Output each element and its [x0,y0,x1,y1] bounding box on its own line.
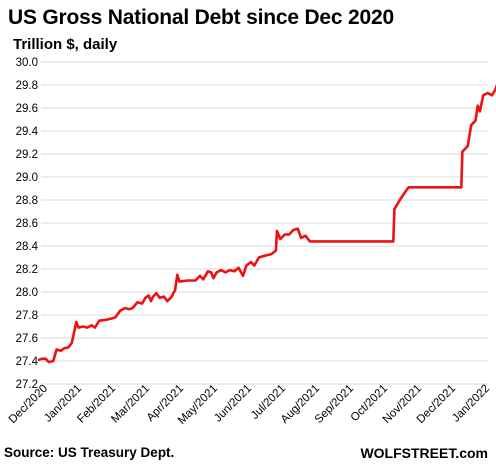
debt-series-line [37,84,496,364]
plot-area [37,84,496,364]
source-note: Source: US Treasury Dept. [4,445,175,460]
y-tick-label: 27.6 [16,333,38,345]
x-axis: Dec/2020Jan/2021Feb/2021Mar/2021Apr/2021… [7,383,492,427]
y-tick-label: 29.8 [16,80,38,92]
y-tick-label: 29.4 [16,126,39,138]
y-tick-label: 28.8 [16,195,38,207]
grid-lines [41,61,488,385]
y-tick-label: 28.0 [16,287,38,299]
y-tick-label: 29.0 [16,172,38,184]
x-tick-label: Jan/2022 [450,383,492,425]
chart-subtitle: Trillion $, daily [13,36,118,53]
chart-title: US Gross National Debt since Dec 2020 [8,6,394,29]
x-tick-label: Jun/2021 [212,383,254,425]
y-tick-label: 30.0 [16,57,38,69]
y-tick-label: 29.2 [16,149,38,161]
y-axis: 27.2 27.4 27.6 27.8 28.0 28.2 28.4 28.6 28.8 29.0… [16,57,39,391]
y-tick-label: 28.6 [16,218,38,230]
y-tick-label: 29.6 [16,103,38,115]
y-tick-label: 27.2 [16,379,38,391]
y-tick-label: 27.8 [16,310,38,322]
brand-logo-text: WOLFSTREET.com [360,445,488,461]
y-tick-label: 27.4 [16,356,39,368]
y-tick-label: 28.2 [16,264,38,276]
y-tick-label: 28.4 [16,241,39,253]
